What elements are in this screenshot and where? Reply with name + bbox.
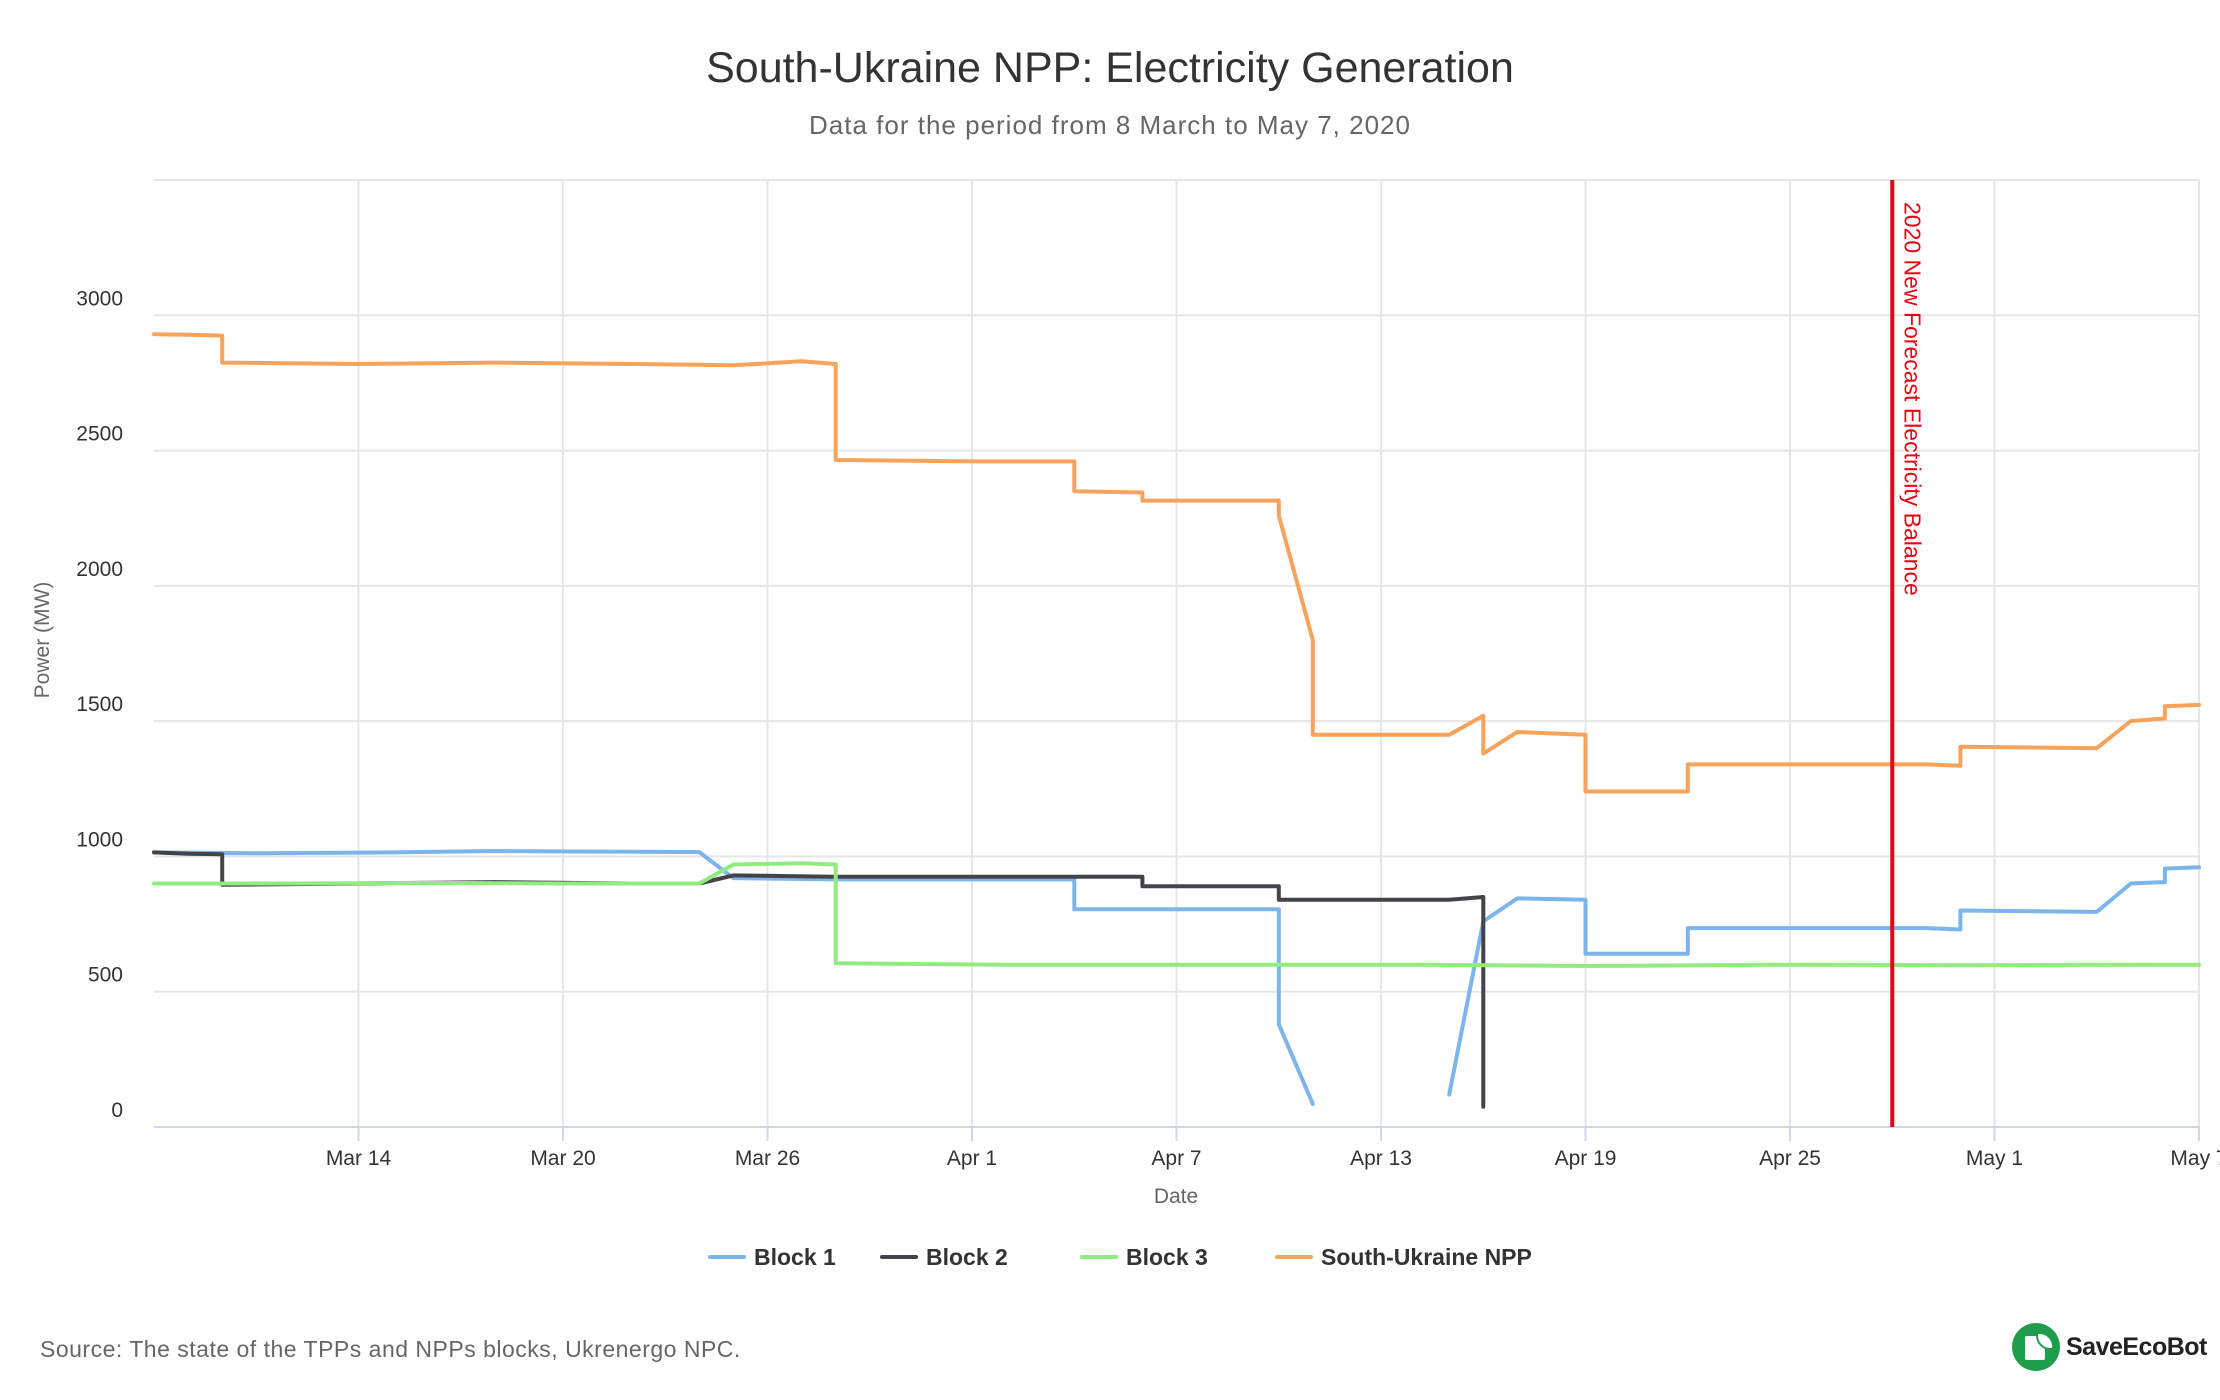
legend-item[interactable]: Block 2	[880, 1244, 1008, 1270]
y-tick-label: 2000	[76, 558, 123, 581]
series-lines	[152, 332, 2201, 1109]
plot-line-group: 2020 New Forecast Electricity Balance	[1890, 180, 1925, 1127]
series-line	[152, 861, 2201, 968]
y-tick-label: 3000	[76, 287, 123, 310]
leaf-icon	[2012, 1323, 2060, 1371]
legend-item[interactable]: Block 3	[1080, 1244, 1208, 1270]
y-tick-label: 1000	[76, 828, 123, 851]
chart-title: South-Ukraine NPP: Electricity Generatio…	[706, 44, 1514, 92]
brand-name: SaveEcoBot	[2066, 1332, 2207, 1361]
x-tick-label: Apr 19	[1555, 1147, 1617, 1170]
y-tick-label: 1500	[76, 693, 123, 716]
y-tick-label: 500	[88, 964, 123, 987]
legend-label: South-Ukraine NPP	[1321, 1244, 1532, 1270]
x-tick-label: Apr 13	[1350, 1147, 1412, 1170]
legend-label: Block 1	[754, 1244, 836, 1270]
x-tick-label: Apr 1	[947, 1147, 997, 1170]
x-tick-label: May 1	[1966, 1147, 2023, 1170]
y-tick-label: 0	[111, 1099, 123, 1122]
x-axis-title: Date	[1154, 1185, 1198, 1208]
x-axis-ticks: Mar 14 Mar 20 Mar 26 Apr 1 Apr 7 Apr 13 Apr 19…	[326, 1147, 2220, 1170]
legend: Block 1 Block 2 Block 3 South-Ukraine NPP	[708, 1244, 1532, 1270]
x-tick-label: Mar 14	[326, 1147, 392, 1170]
y-axis-ticks: 0 500 1000 1500 2000 2500 3000	[76, 287, 123, 1122]
legend-item[interactable]: Block 1	[708, 1244, 836, 1270]
y-tick-label: 2500	[76, 423, 123, 446]
brand-logo[interactable]: SaveEcoBot	[2012, 1322, 2207, 1372]
chart-subtitle: Data for the period from 8 March to May …	[809, 110, 1411, 140]
x-tick-label: Apr 25	[1759, 1147, 1821, 1170]
x-tick-label: Mar 26	[735, 1147, 800, 1170]
legend-label: Block 3	[1126, 1244, 1208, 1270]
series-line	[152, 332, 2201, 794]
legend-label: Block 2	[926, 1244, 1008, 1270]
x-tick-label: Apr 7	[1151, 1147, 1201, 1170]
x-gridlines	[154, 180, 2200, 1141]
source-note: Source: The state of the TPPs and NPPs b…	[40, 1336, 741, 1362]
legend-item[interactable]: South-Ukraine NPP	[1275, 1244, 1532, 1270]
x-tick-label: Mar 20	[530, 1147, 595, 1170]
plot-line-label: 2020 New Forecast Electricity Balance	[1899, 202, 1925, 596]
x-tick-label: May 7	[2170, 1147, 2220, 1170]
series-line	[152, 850, 1486, 1109]
y-axis-title: Power (MW)	[31, 582, 54, 699]
